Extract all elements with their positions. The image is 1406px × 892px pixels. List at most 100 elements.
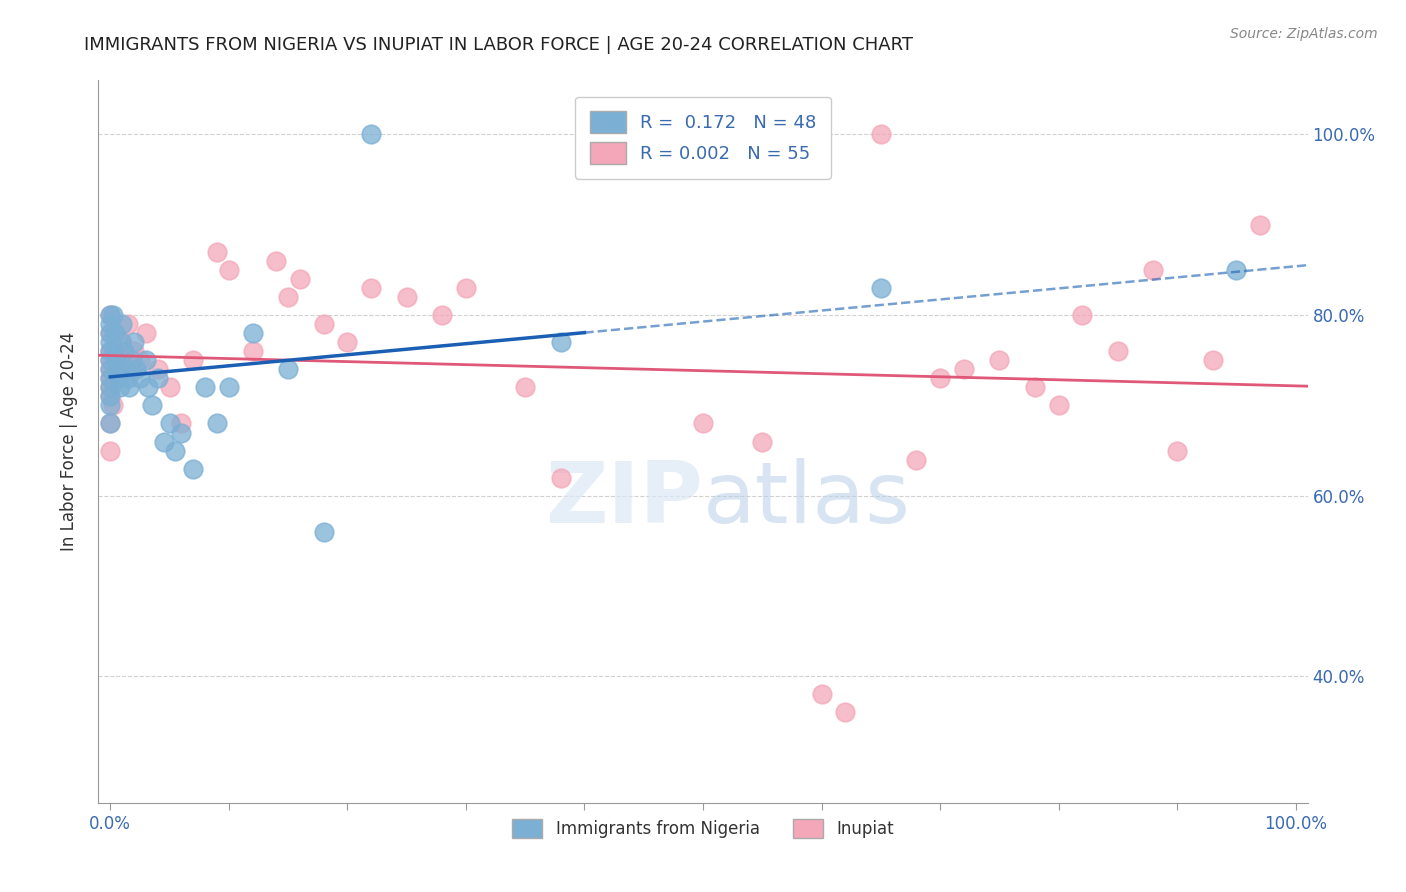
Point bbox=[395, 290, 418, 304]
Point bbox=[98, 344, 121, 359]
Point bbox=[146, 371, 169, 385]
Text: IMMIGRANTS FROM NIGERIA VS INUPIAT IN LABOR FORCE | AGE 20-24 CORRELATION CHART: IMMIGRANTS FROM NIGERIA VS INUPIAT IN LA… bbox=[84, 36, 914, 54]
Point bbox=[288, 272, 311, 286]
Text: atlas: atlas bbox=[703, 458, 911, 541]
Point bbox=[181, 461, 204, 475]
Point bbox=[98, 353, 121, 368]
Point bbox=[105, 362, 128, 376]
Point bbox=[146, 362, 169, 376]
Point bbox=[98, 326, 121, 341]
Point bbox=[264, 254, 287, 268]
Point bbox=[114, 344, 136, 359]
Point bbox=[277, 290, 299, 304]
Point bbox=[312, 317, 335, 331]
Point bbox=[454, 281, 477, 295]
Point bbox=[98, 380, 121, 394]
Point bbox=[218, 263, 240, 277]
Point bbox=[117, 371, 139, 385]
Point bbox=[1071, 308, 1094, 322]
Point bbox=[869, 128, 891, 142]
Point bbox=[114, 362, 136, 376]
Point bbox=[98, 308, 121, 322]
Point bbox=[170, 425, 193, 440]
Point bbox=[1225, 263, 1247, 277]
Point bbox=[101, 398, 124, 412]
Point bbox=[242, 344, 264, 359]
Point bbox=[98, 398, 121, 412]
Point bbox=[98, 417, 121, 431]
Point bbox=[692, 417, 714, 431]
Point bbox=[135, 326, 157, 341]
Point bbox=[118, 380, 141, 394]
Point bbox=[242, 326, 264, 341]
Point bbox=[107, 371, 129, 385]
Point bbox=[218, 380, 240, 394]
Point bbox=[277, 362, 299, 376]
Point bbox=[869, 281, 891, 295]
Point bbox=[103, 344, 125, 359]
Point bbox=[98, 389, 121, 403]
Point bbox=[98, 443, 121, 458]
Point bbox=[98, 335, 121, 350]
Point bbox=[141, 398, 163, 412]
Point bbox=[1107, 344, 1129, 359]
Point bbox=[98, 308, 121, 322]
Point bbox=[1249, 218, 1271, 232]
Point bbox=[952, 362, 974, 376]
Point bbox=[515, 380, 537, 394]
Point bbox=[98, 389, 121, 403]
Point bbox=[98, 380, 121, 394]
Point bbox=[129, 353, 152, 368]
Point bbox=[117, 317, 139, 331]
Legend: Immigrants from Nigeria, Inupiat: Immigrants from Nigeria, Inupiat bbox=[506, 813, 900, 845]
Point bbox=[152, 434, 174, 449]
Point bbox=[129, 371, 152, 385]
Point bbox=[105, 353, 128, 368]
Point bbox=[905, 452, 928, 467]
Point bbox=[834, 706, 856, 720]
Point bbox=[125, 362, 148, 376]
Y-axis label: In Labor Force | Age 20-24: In Labor Force | Age 20-24 bbox=[59, 332, 77, 551]
Point bbox=[165, 443, 187, 458]
Point bbox=[1166, 443, 1188, 458]
Point bbox=[114, 344, 136, 359]
Point bbox=[988, 353, 1011, 368]
Point bbox=[98, 371, 121, 385]
Point bbox=[929, 371, 952, 385]
Point bbox=[810, 687, 832, 701]
Point bbox=[121, 353, 143, 368]
Point bbox=[336, 335, 359, 350]
Point bbox=[110, 335, 132, 350]
Point bbox=[432, 308, 454, 322]
Point bbox=[159, 417, 181, 431]
Point bbox=[98, 326, 121, 341]
Point bbox=[1142, 263, 1164, 277]
Point bbox=[135, 353, 157, 368]
Point bbox=[194, 380, 217, 394]
Point bbox=[98, 417, 121, 431]
Point bbox=[751, 434, 773, 449]
Point bbox=[104, 326, 127, 341]
Point bbox=[550, 335, 572, 350]
Point bbox=[122, 335, 145, 350]
Point bbox=[98, 371, 121, 385]
Point bbox=[101, 308, 124, 322]
Point bbox=[121, 362, 143, 376]
Point bbox=[1047, 398, 1070, 412]
Point bbox=[108, 380, 131, 394]
Point bbox=[205, 417, 228, 431]
Point bbox=[98, 362, 121, 376]
Point bbox=[1202, 353, 1225, 368]
Point bbox=[1024, 380, 1046, 394]
Text: ZIP: ZIP bbox=[546, 458, 703, 541]
Point bbox=[181, 353, 204, 368]
Point bbox=[98, 362, 121, 376]
Point bbox=[111, 335, 134, 350]
Point bbox=[98, 353, 121, 368]
Point bbox=[98, 317, 121, 331]
Point bbox=[550, 471, 572, 485]
Point bbox=[312, 524, 335, 539]
Point bbox=[205, 244, 228, 259]
Point bbox=[159, 380, 181, 394]
Point bbox=[105, 353, 128, 368]
